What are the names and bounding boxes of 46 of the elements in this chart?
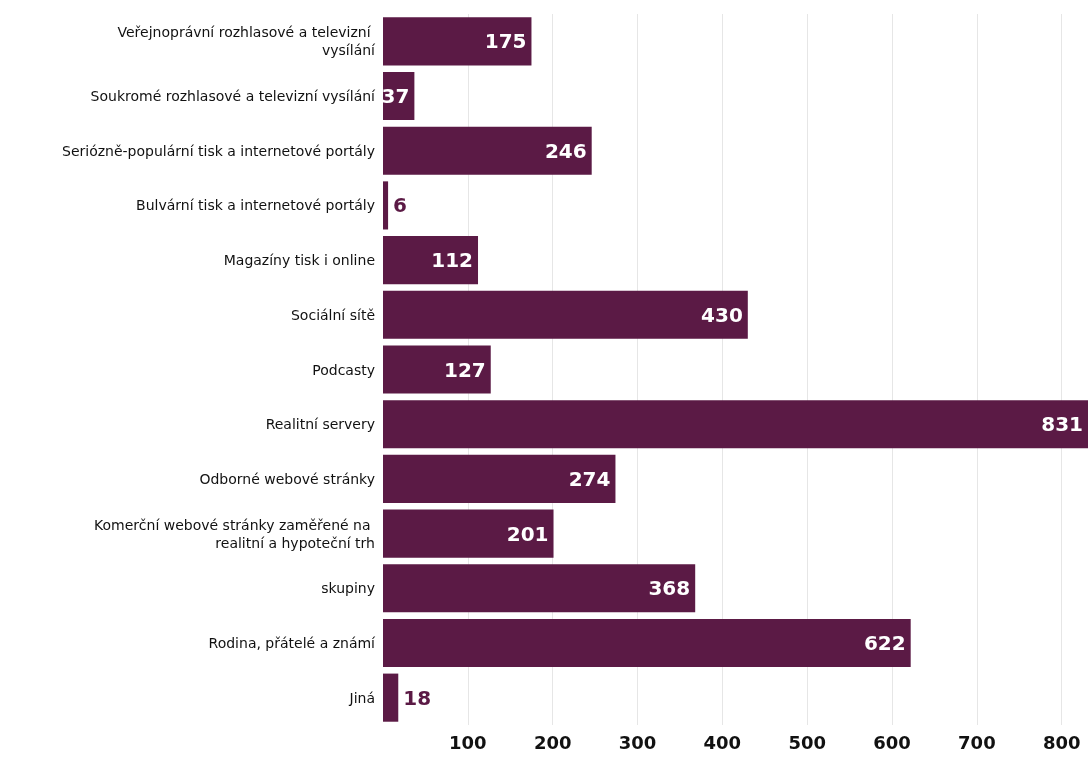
bar — [383, 509, 554, 558]
data-label: 127 — [443, 357, 486, 382]
data-label: 622 — [863, 630, 906, 655]
x-tick-label: 800 — [1042, 731, 1081, 753]
y-tick-label: Rodina, přátelé a známí — [208, 634, 377, 651]
bar — [383, 236, 479, 285]
x-tick-label: 700 — [958, 731, 996, 753]
bar — [383, 400, 1088, 449]
data-label: 201 — [506, 521, 549, 546]
y-tick-label: Podcasty — [312, 361, 375, 378]
bar — [383, 181, 389, 230]
y-tick-label: Komerční webové stránky zaměřené na realitní a hypoteční trh — [94, 516, 375, 551]
y-tick-label: Realitní servery — [265, 416, 375, 433]
y-tick-label: Magazíny tisk i online — [223, 252, 375, 269]
y-tick-label: Bulvární tisk a internetové portály — [136, 197, 375, 214]
bar — [383, 345, 491, 394]
bar — [383, 290, 748, 339]
data-label: 112 — [431, 248, 474, 273]
bar — [383, 126, 592, 175]
data-label: 246 — [544, 138, 587, 163]
bar — [383, 673, 399, 722]
x-tick-label: 500 — [788, 731, 826, 753]
bar — [383, 564, 696, 613]
x-tick-label: 300 — [618, 731, 657, 753]
bar — [383, 454, 616, 503]
x-tick-label: 200 — [533, 731, 572, 753]
data-label: 368 — [648, 576, 691, 601]
x-tick-label: 100 — [449, 731, 487, 753]
data-label: 831 — [1041, 412, 1083, 437]
x-tick-label: 400 — [703, 731, 742, 753]
data-label: 37 — [381, 84, 410, 109]
x-tick-label: 600 — [873, 731, 911, 753]
bar — [383, 618, 911, 668]
data-label: 18 — [403, 685, 432, 710]
data-label: 274 — [568, 466, 611, 491]
data-label: 175 — [484, 29, 527, 54]
data-label: 430 — [701, 302, 743, 327]
y-tick-label: Sociální sítě — [290, 306, 375, 323]
bar — [383, 17, 532, 66]
y-tick-label: Jiná — [348, 689, 375, 706]
y-tick-label: Seriózně-populární tisk a internetové portály — [62, 142, 375, 159]
y-tick-label: Odborné webové stránky — [199, 470, 375, 487]
y-tick-label: Veřejnoprávní rozhlasové a televizní vysílání — [117, 24, 377, 59]
y-tick-label: skupiny — [321, 580, 375, 597]
data-label: 6 — [393, 193, 408, 218]
y-tick-label: Soukromé rozhlasové a televizní vysílání — [90, 88, 377, 105]
